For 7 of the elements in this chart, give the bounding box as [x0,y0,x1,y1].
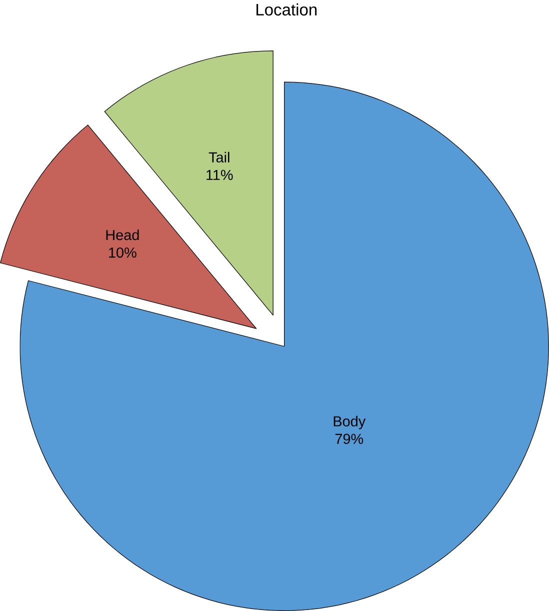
chart-title: Location [256,3,317,16]
slice-label: Tail [208,152,230,163]
slice-label: Body [334,416,366,430]
data-label: 79% [335,434,364,444]
data-label: 10% [109,247,136,258]
data-label: 11% [206,170,233,180]
slice-label: Head [106,230,139,240]
